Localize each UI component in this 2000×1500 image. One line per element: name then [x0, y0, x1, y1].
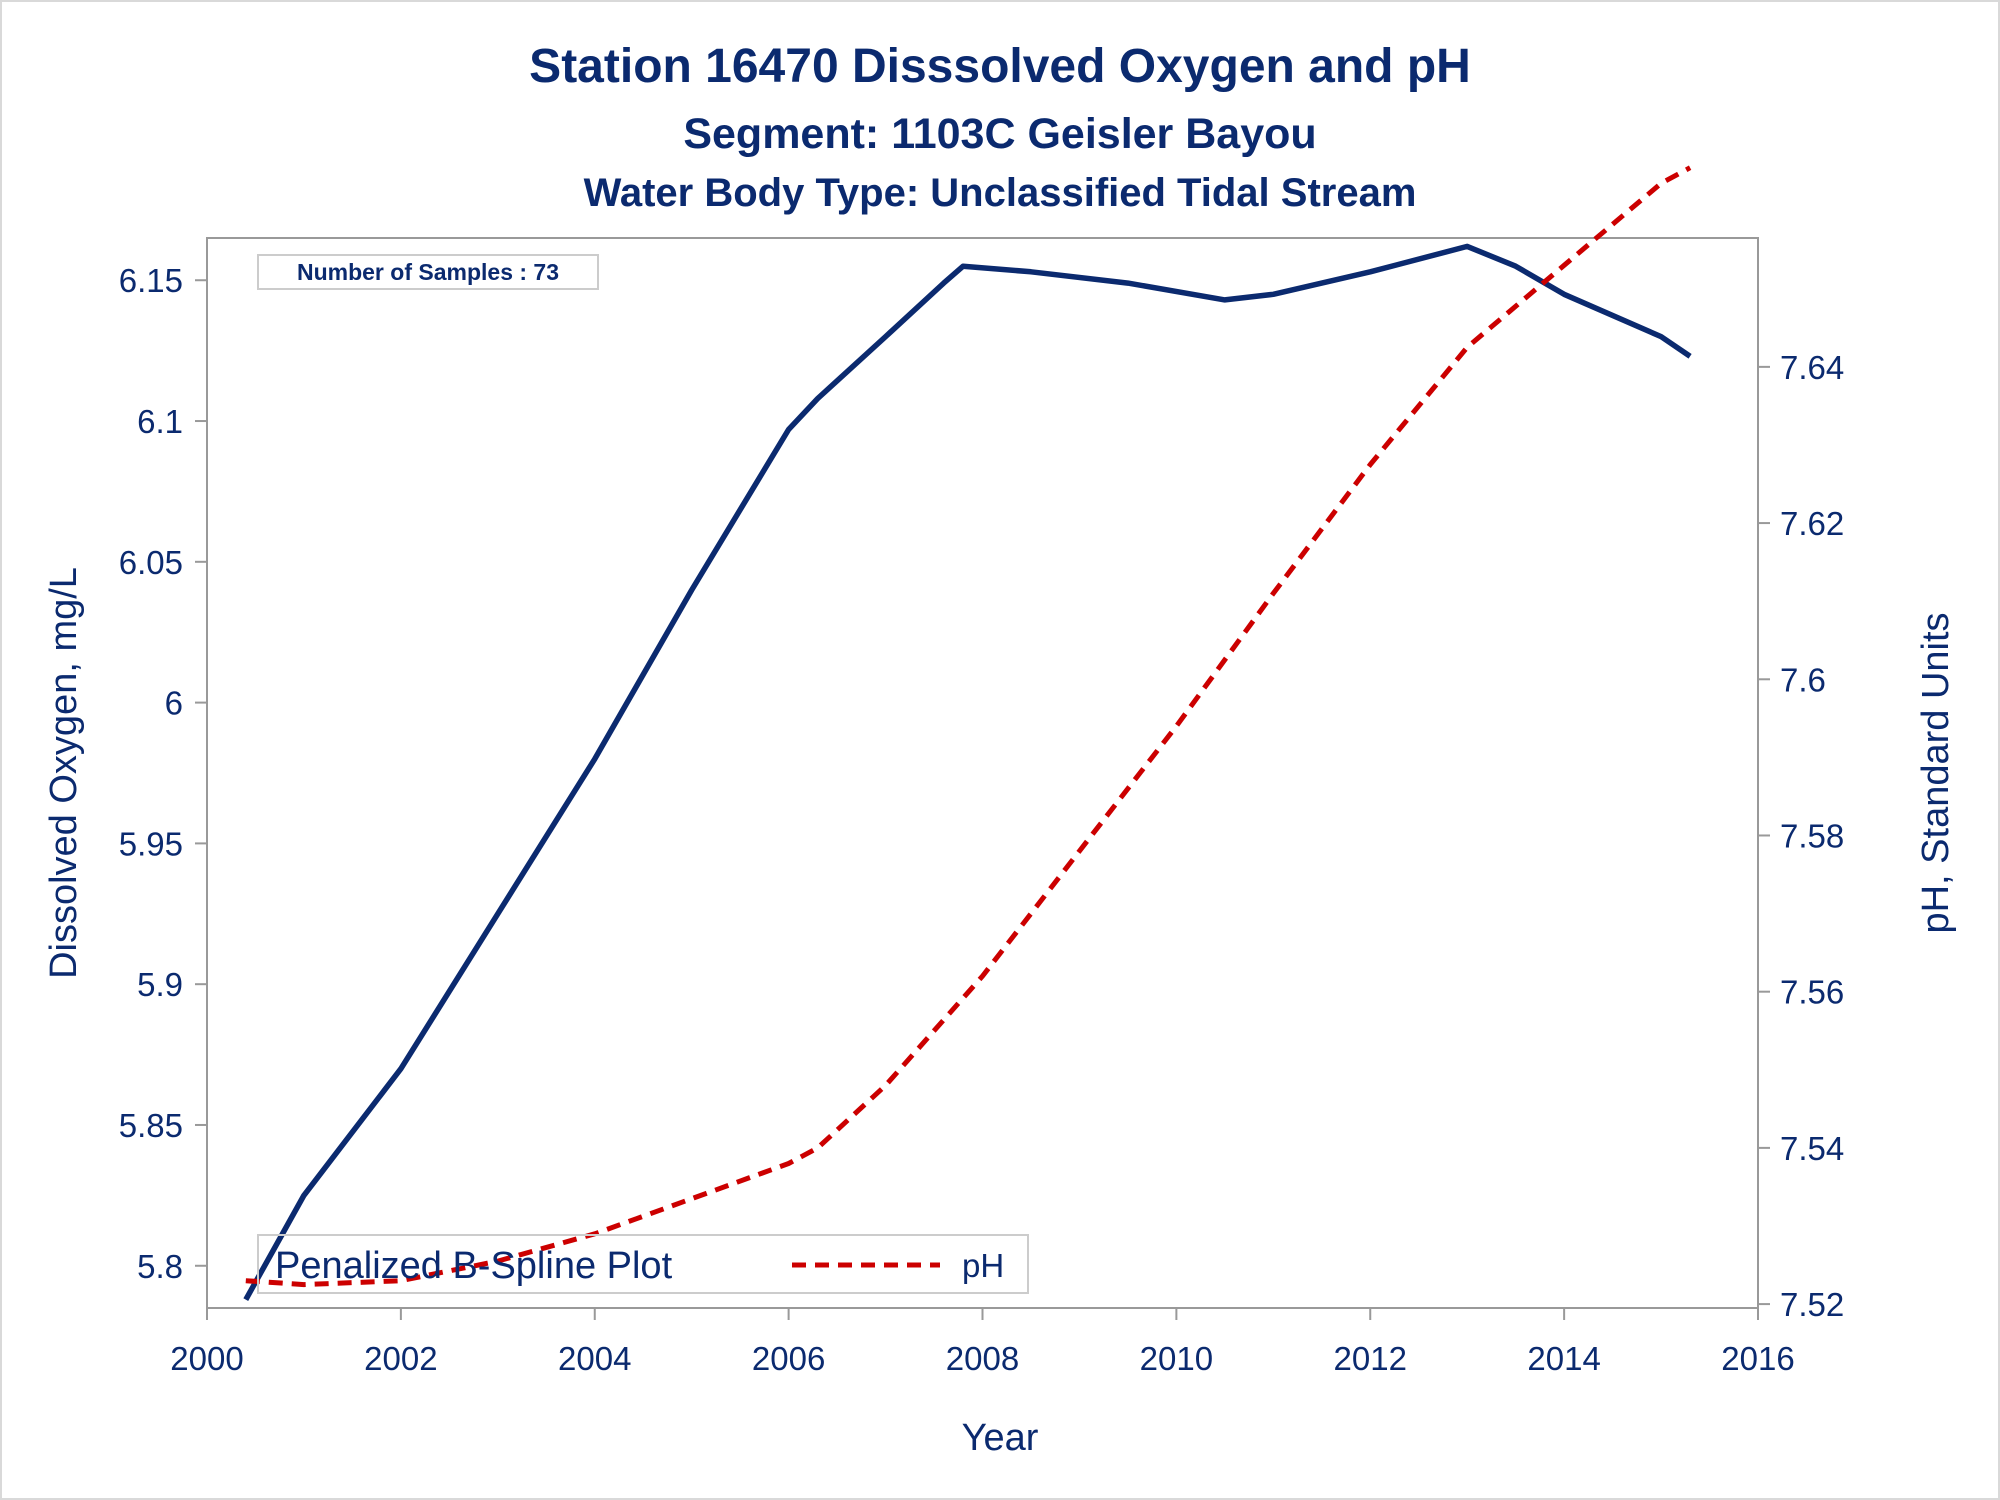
y-tick-label: 5.95: [119, 825, 183, 862]
x-tick-label: 2012: [1334, 1340, 1407, 1377]
x-tick-label: 2010: [1140, 1340, 1213, 1377]
y-tick-label: 6.1: [137, 403, 183, 440]
y2-tick-label: 7.54: [1780, 1130, 1844, 1167]
y-tick-label: 5.85: [119, 1107, 183, 1144]
sample-count-text: Number of Samples : 73: [297, 259, 559, 285]
legend-box: [257, 1234, 1029, 1294]
x-axis: 2000 2002 2004 2006 2008 2010 2012 2014 2016: [170, 1308, 1795, 1377]
series-layer: [243, 165, 1692, 1301]
y2-tick-label: 7.56: [1780, 974, 1844, 1011]
y-tick-label: 6.15: [119, 262, 183, 299]
dissolved-oxygen-series-line: [243, 243, 1692, 1301]
legend-title: Penalized B-Spline Plot: [275, 1245, 673, 1287]
y2-tick-label: 7.64: [1780, 349, 1844, 386]
y2-tick-label: 7.62: [1780, 505, 1844, 542]
x-axis-label: Year: [962, 1417, 1039, 1459]
y-axis-right: 7.52 7.54 7.56 7.58 7.6 7.62 7.64: [1758, 349, 1844, 1323]
sample-count-box: [257, 254, 599, 290]
y2-tick-label: 7.52: [1780, 1286, 1844, 1323]
plot-area-border: [206, 237, 1759, 1309]
y2-axis-label: pH, Standard Units: [1915, 612, 1957, 933]
y-tick-label: 6.05: [119, 544, 183, 581]
x-tick-label: 2006: [752, 1340, 825, 1377]
x-tick-label: 2004: [558, 1340, 631, 1377]
chart-title: Station 16470 Disssolved Oxygen and pH: [529, 40, 1471, 93]
y-tick-label: 5.9: [137, 966, 183, 1003]
x-tick-label: 2008: [946, 1340, 1019, 1377]
y2-tick-label: 7.58: [1780, 817, 1844, 854]
legend-ph-label: pH: [962, 1247, 1004, 1284]
chart-subtitle: Segment: 1103C Geisler Bayou: [683, 110, 1316, 158]
x-tick-label: 2014: [1527, 1340, 1600, 1377]
ph-series-line: [245, 165, 1692, 1288]
x-tick-label: 2000: [170, 1340, 243, 1377]
y-tick-label: 6: [165, 685, 183, 722]
y2-tick-label: 7.6: [1780, 661, 1826, 698]
x-tick-label: 2002: [364, 1340, 437, 1377]
chart-subtitle-2: Water Body Type: Unclassified Tidal Stre…: [584, 171, 1417, 215]
y-axis-left: 5.8 5.85 5.9 5.95 6 6.05 6.1 6.15: [119, 262, 207, 1285]
x-tick-label: 2016: [1721, 1340, 1794, 1377]
y-axis-label: Dissolved Oxygen, mg/L: [43, 567, 85, 979]
y-tick-label: 5.8: [137, 1248, 183, 1285]
